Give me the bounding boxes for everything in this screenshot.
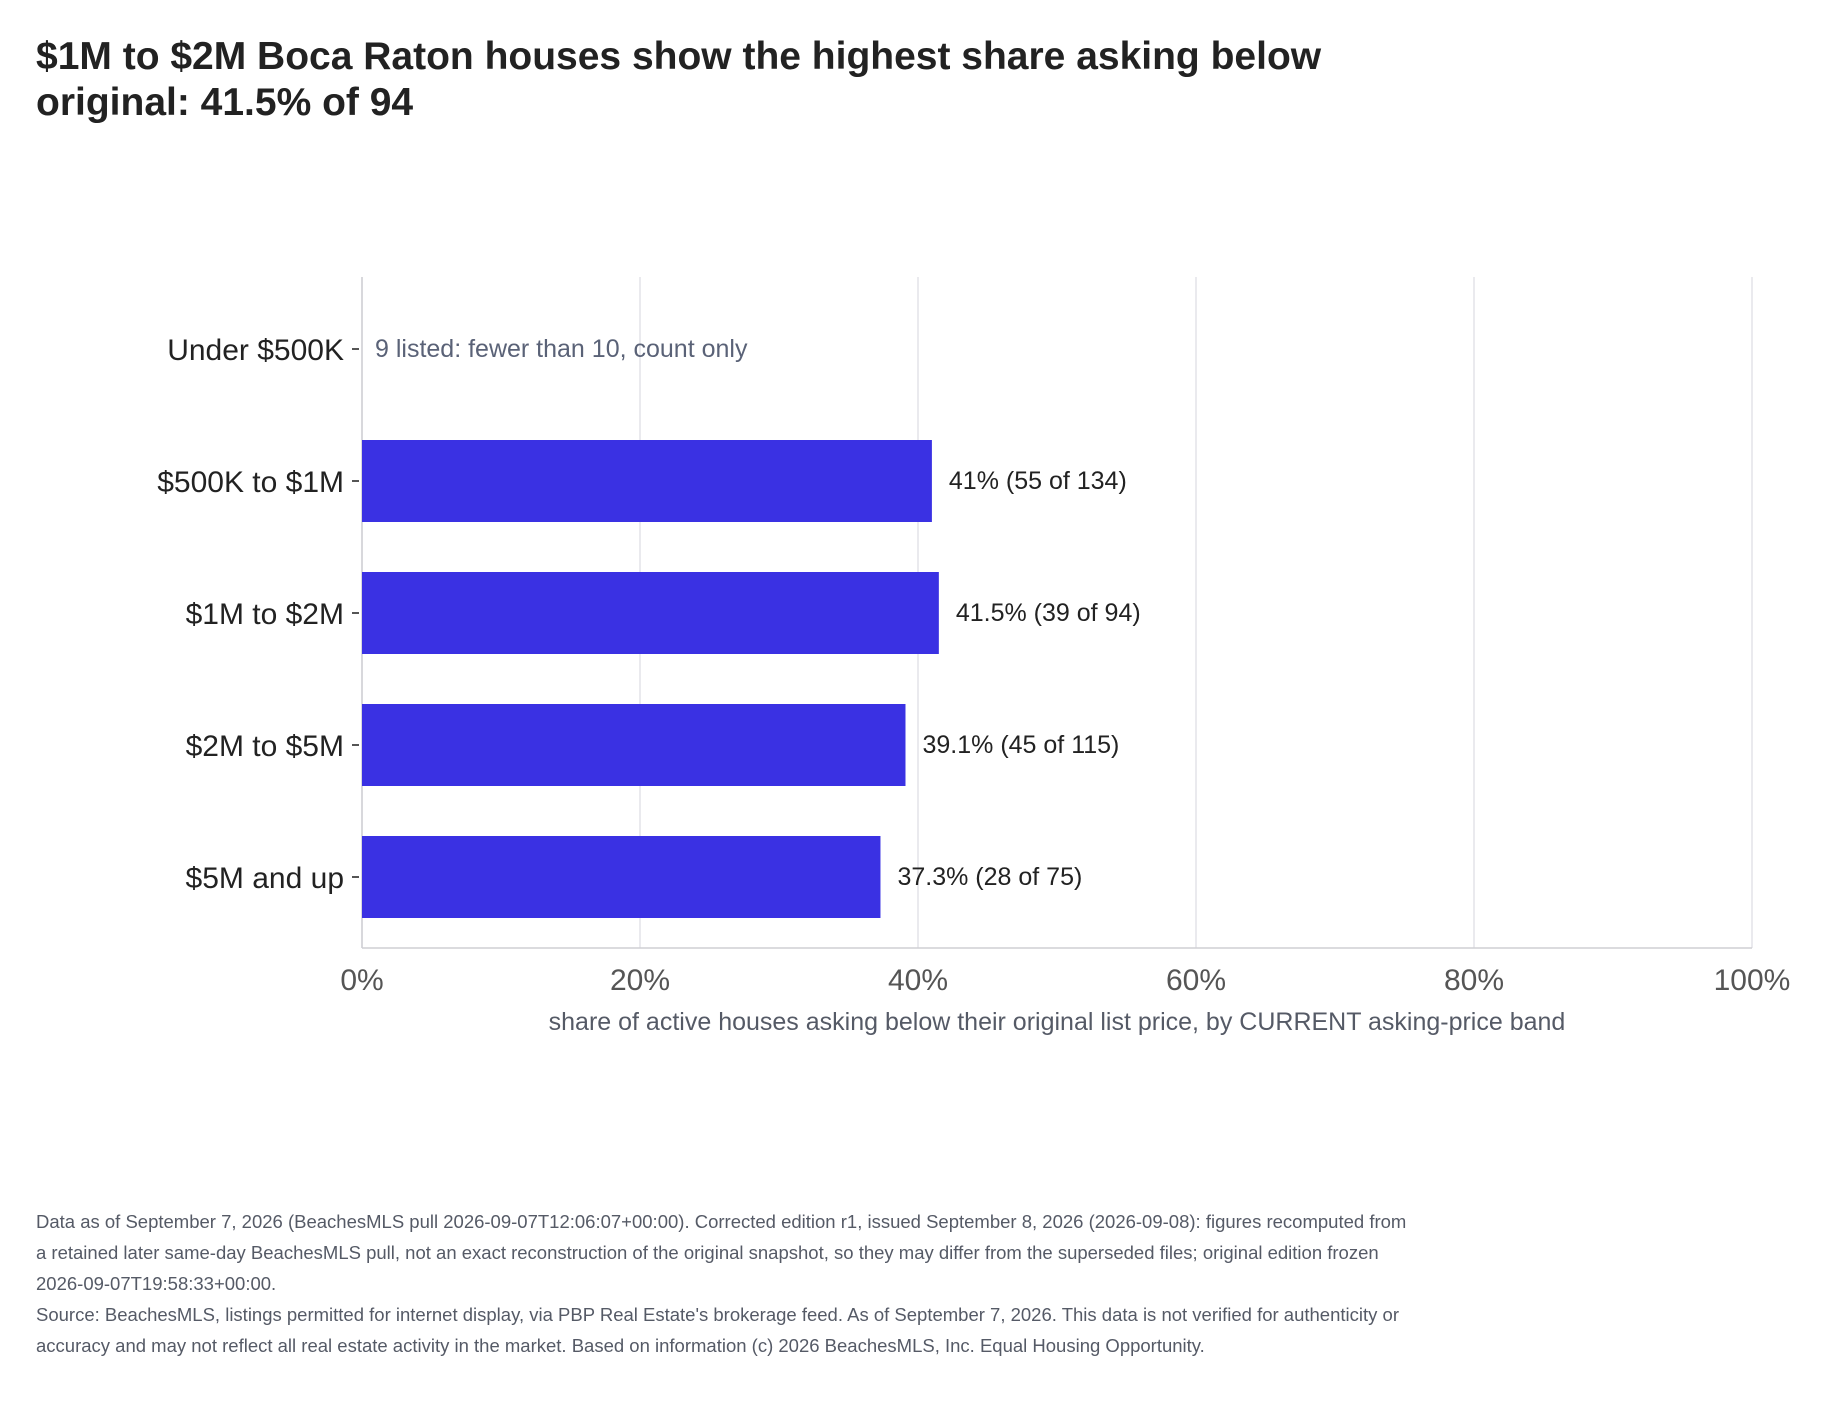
category-label: $2M to $5M [186,730,344,763]
x-tick-label: 100% [1714,964,1791,997]
footnote-data-note: Data as of September 7, 2026 (BeachesMLS… [36,1211,1407,1294]
bar-data-label: 41% (55 of 134) [949,467,1127,495]
x-tick-label: 80% [1444,964,1504,997]
category-label: $500K to $1M [157,466,344,499]
bar-data-label: 39.1% (45 of 115) [922,731,1119,759]
category-label: $1M to $2M [186,598,344,631]
x-tick-label: 0% [340,964,383,997]
x-axis-title: share of active houses asking below thei… [549,1008,1566,1036]
bar [362,440,932,522]
category-label: Under $500K [167,334,344,367]
category-label: $5M and up [186,862,344,895]
count-only-note: 9 listed: fewer than 10, count only [375,335,748,363]
bar-data-label: 37.3% (28 of 75) [897,863,1082,891]
x-tick-label: 40% [888,964,948,997]
footnote-source-note: Source: BeachesMLS, listings permitted f… [36,1304,1399,1356]
chart-title: $1M to $2M Boca Raton houses show the hi… [36,35,1322,124]
x-tick-label: 20% [610,964,670,997]
footnote: Data as of September 7, 2026 (BeachesMLS… [36,1206,1416,1361]
bar [362,836,881,918]
bar [362,704,906,786]
x-tick-label: 60% [1166,964,1226,997]
bar-data-label: 41.5% (39 of 94) [956,599,1141,627]
bar [362,572,939,654]
bar-chart: 0% 20% 40% 60% 80% 100% share of active houses… [157,277,1791,1036]
